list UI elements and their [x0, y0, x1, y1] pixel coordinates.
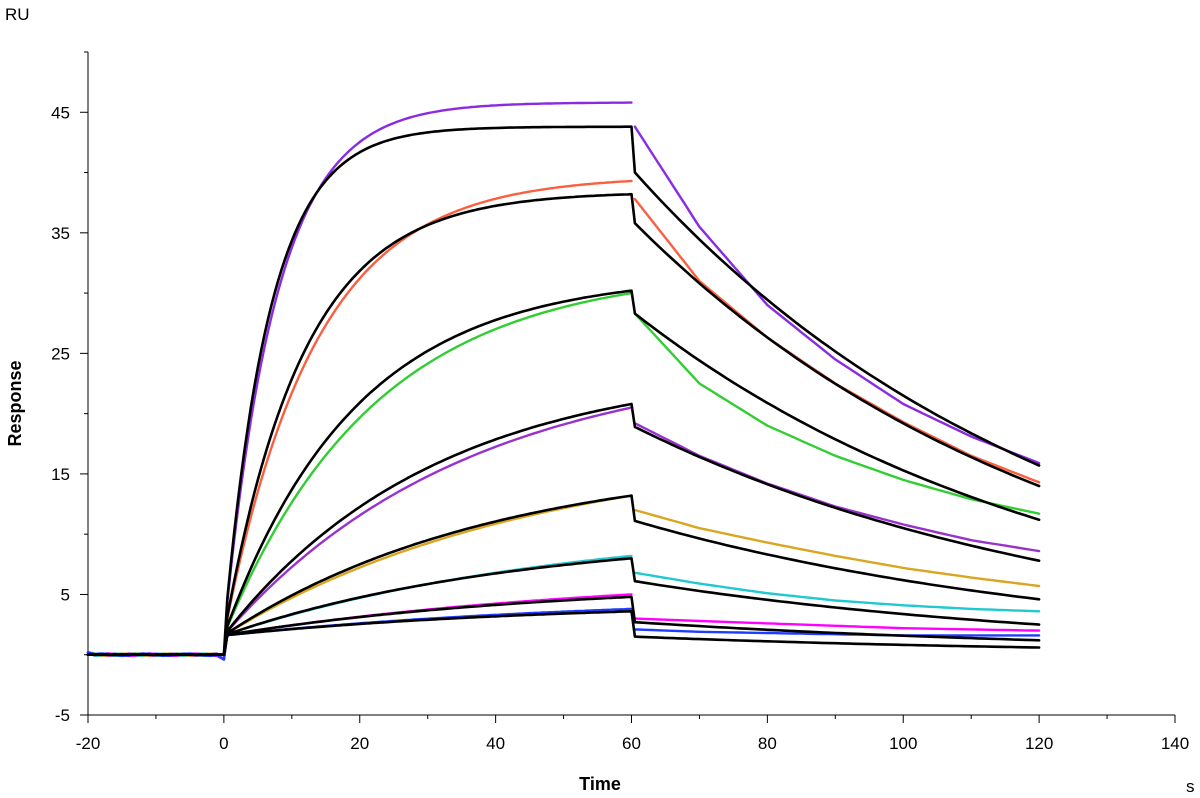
x-tick-label: 40: [486, 734, 505, 753]
x-axis-title: Time: [579, 774, 621, 794]
x-tick-label: -20: [76, 734, 101, 753]
x-tick-label: 0: [219, 734, 228, 753]
fit-curve: [86, 192, 1041, 656]
x-unit-label: s: [1186, 777, 1195, 796]
fit-curve: [86, 595, 1041, 656]
fit-curve: [86, 610, 1041, 656]
y-tick-label: 35: [51, 224, 70, 243]
x-tick-label: 20: [350, 734, 369, 753]
fit-curves: [86, 125, 1041, 656]
y-tick-label: -5: [55, 706, 70, 725]
y-tick-label: 25: [51, 344, 70, 363]
y-tick-label: 5: [61, 585, 70, 604]
x-tick-label: 140: [1161, 734, 1189, 753]
x-tick-label: 80: [758, 734, 777, 753]
fit-curve: [86, 289, 1041, 656]
ticks: -20 0 20 40 60 80 100 120 140 -5 5 15 25 35 45: [51, 51, 1189, 753]
y-axis-title: Response: [5, 360, 25, 446]
x-tick-label: 100: [889, 734, 917, 753]
fit-curve: [86, 494, 1041, 656]
fit-curve: [86, 557, 1041, 656]
y-tick-label: 45: [51, 103, 70, 122]
fit-curve: [86, 402, 1041, 656]
x-tick-label: 60: [622, 734, 641, 753]
fit-curve: [86, 125, 1041, 656]
y-unit-label: RU: [5, 5, 30, 24]
y-tick-label: 15: [51, 465, 70, 484]
x-tick-label: 120: [1025, 734, 1053, 753]
